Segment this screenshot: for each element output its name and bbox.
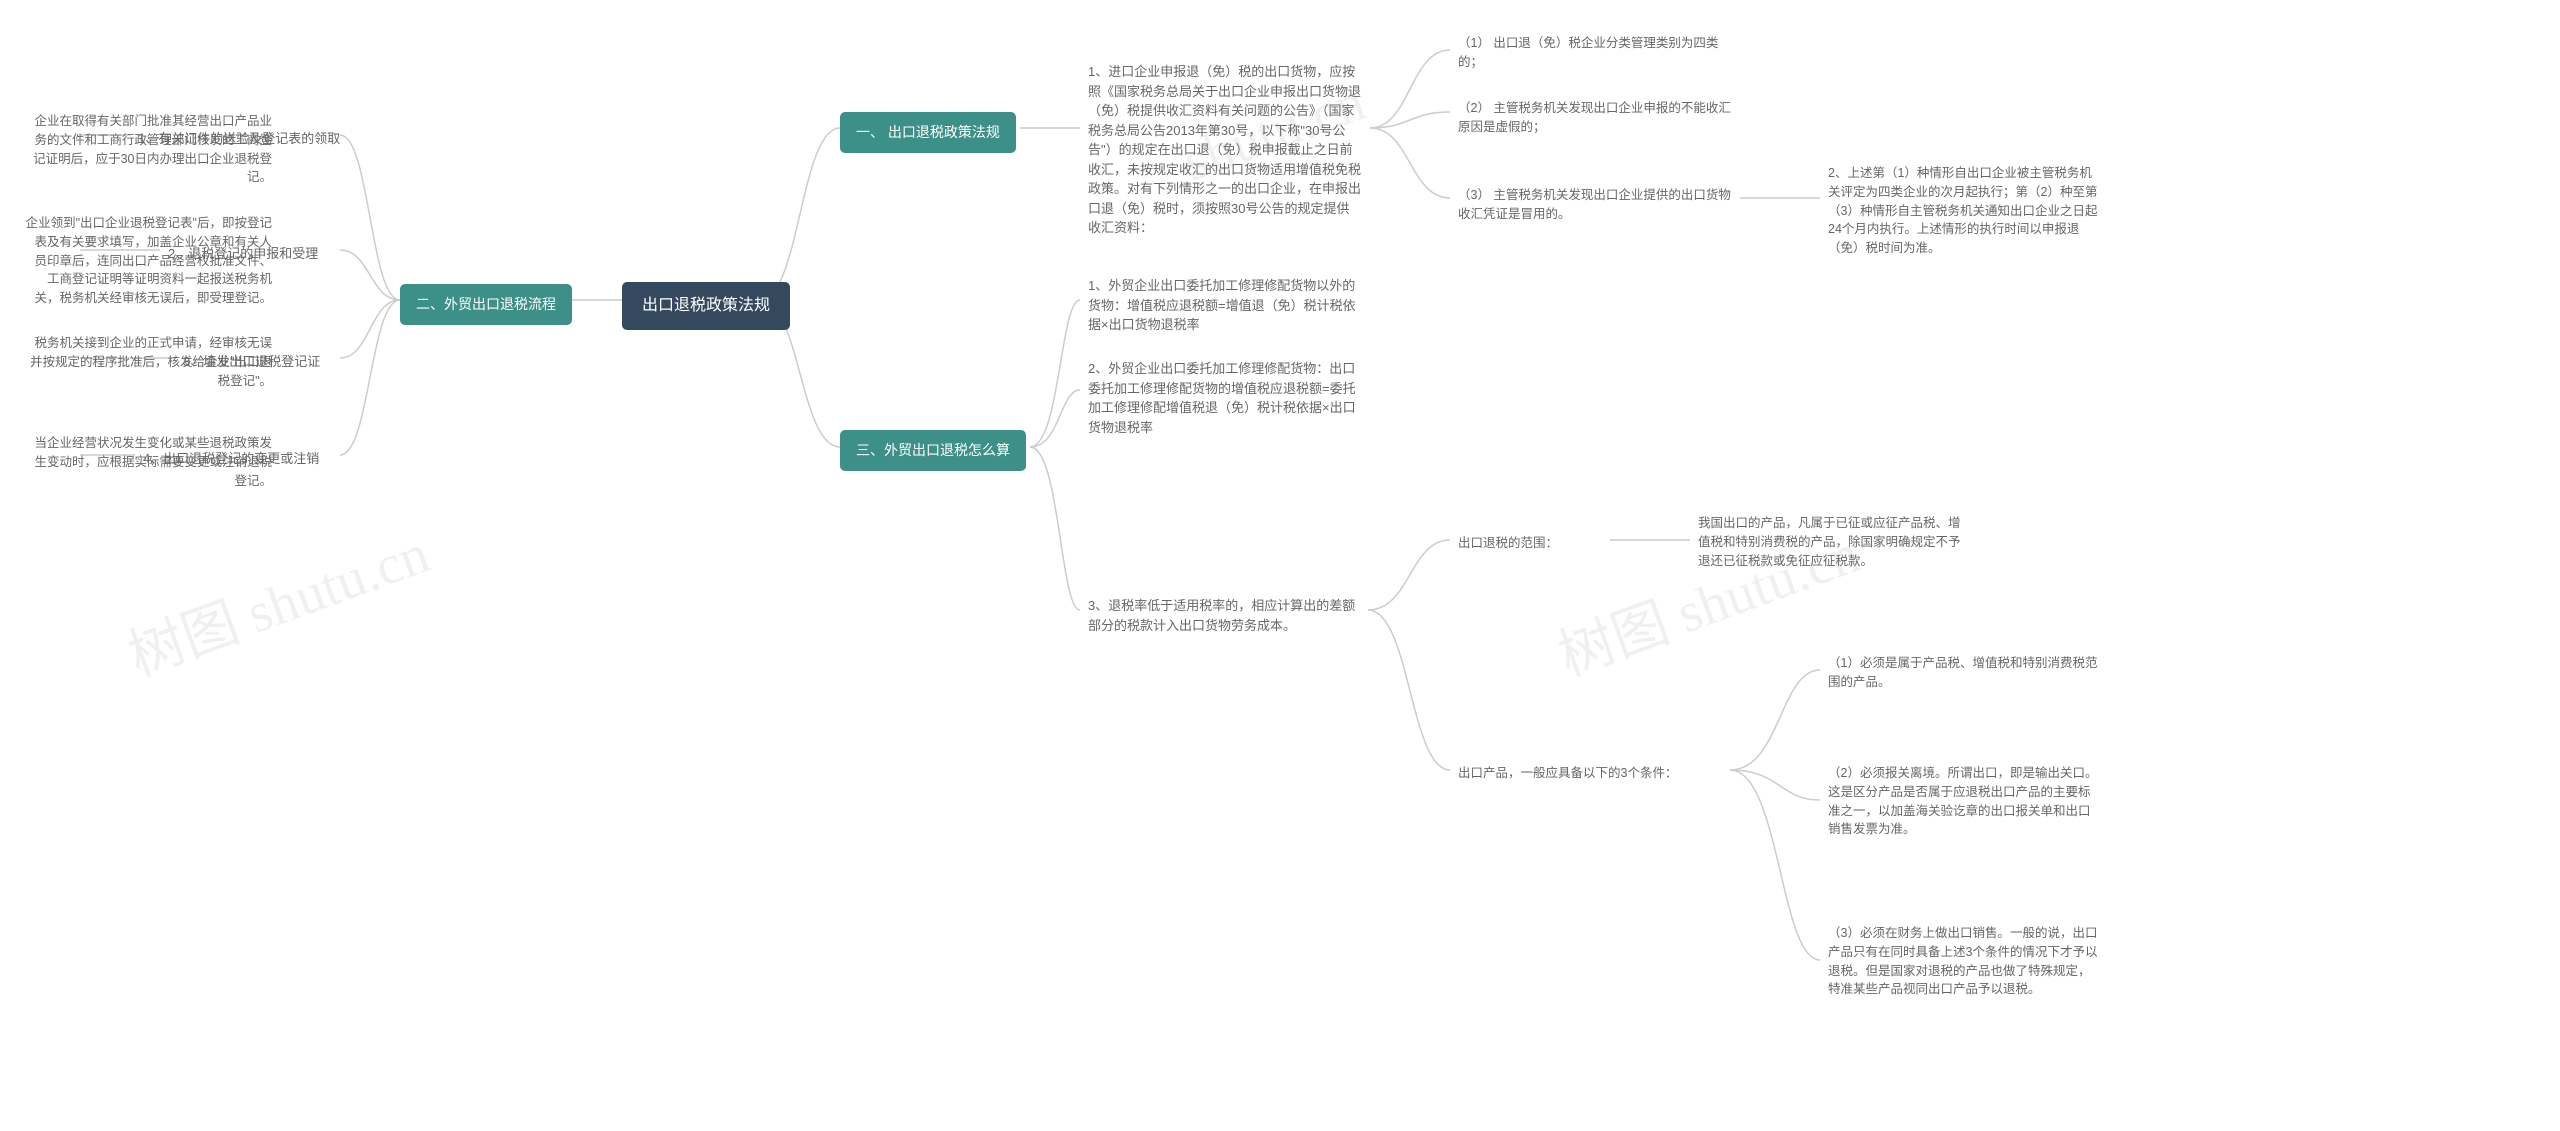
leaf-node: 2、上述第（1）种情形自出口企业被主管税务机关评定为四类企业的次月起执行；第（2… [1820, 160, 2110, 262]
leaf-node: 1、进口企业申报退（免）税的出口货物，应按照《国家税务总局关于出口企业申报出口货… [1080, 58, 1370, 242]
branch-node: 二、外贸出口退税流程 [400, 284, 572, 325]
leaf-node: （2） 主管税务机关发现出口企业申报的不能收汇原因是虚假的； [1450, 95, 1740, 141]
leaf-node: 我国出口的产品，凡属于已征或应征产品税、增值税和特别消费税的产品，除国家明确规定… [1690, 510, 1980, 574]
leaf-node: 出口退税的范围： [1450, 530, 1566, 557]
watermark: 树图 shutu.cn [116, 509, 439, 693]
leaf-node: 税务机关接到企业的正式申请，经审核无误并按规定的程序批准后，核发给企业"出口退税… [15, 330, 280, 394]
branch-node: 三、外贸出口退税怎么算 [840, 430, 1026, 471]
leaf-node: 企业在取得有关部门批准其经营出口产品业务的文件和工商行政管理部门核发的工商登记证… [15, 108, 280, 191]
leaf-node: 出口产品，一般应具备以下的3个条件： [1450, 760, 1685, 787]
leaf-node: （1） 出口退（免）税企业分类管理类别为四类的； [1450, 30, 1740, 76]
leaf-node: 当企业经营状况发生变化或某些退税政策发生变动时，应根据实际需要变更或注销退税登记… [15, 430, 280, 494]
leaf-node: （3）必须在财务上做出口销售。一般的说，出口产品只有在同时具备上述3个条件的情况… [1820, 920, 2110, 1003]
leaf-node: 2、外贸企业出口委托加工修理修配货物：出口委托加工修理修配货物的增值税应退税额=… [1080, 355, 1370, 441]
leaf-node: 企业领到"出口企业退税登记表"后，即按登记表及有关要求填写，加盖企业公章和有关人… [15, 210, 280, 312]
leaf-node: （3） 主管税务机关发现出口企业提供的出口货物收汇凭证是冒用的。 [1450, 182, 1740, 228]
leaf-node: （2）必须报关离境。所谓出口，即是输出关口。这是区分产品是否属于应退税出口产品的… [1820, 760, 2110, 843]
leaf-node: 1、外贸企业出口委托加工修理修配货物以外的货物：增值税应退税额=增值退（免）税计… [1080, 272, 1370, 339]
root-node: 出口退税政策法规 [622, 282, 790, 330]
leaf-node: （1）必须是属于产品税、增值税和特别消费税范围的产品。 [1820, 650, 2110, 696]
branch-node: 一、 出口退税政策法规 [840, 112, 1016, 153]
leaf-node: 3、退税率低于适用税率的，相应计算出的差额部分的税款计入出口货物劳务成本。 [1080, 592, 1370, 639]
